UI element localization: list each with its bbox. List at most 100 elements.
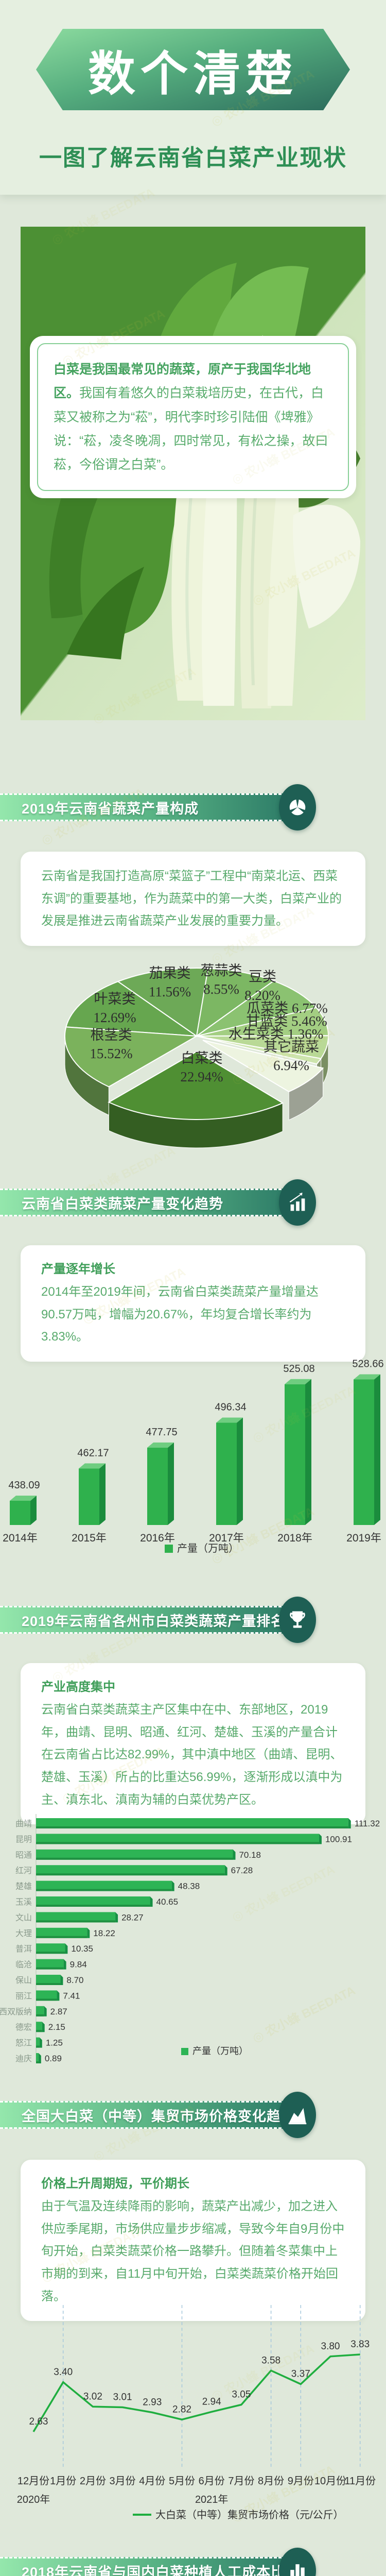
section-title: 云南省白菜类蔬菜产量变化趋势 (22, 1196, 223, 1212)
ranking-card-title: 产业高度集中 (41, 1680, 115, 1694)
area-chart-icon (288, 2108, 307, 2125)
trend-card: 产量逐年增长 2014年至2019年间，云南省白菜类蔬菜产量增量达90.57万吨… (21, 1245, 365, 1362)
svg-text:大理: 大理 (15, 1929, 32, 1938)
svg-text:白菜类: 白菜类 (181, 1050, 223, 1066)
price-trend-line-chart: 2.63 3.40 3.02 3.01 2.93 2.82 2.94 3.05 3.58 3.37… (0, 2298, 386, 2524)
svg-text:甘蓝类 5.46%: 甘蓝类 5.46% (246, 1013, 327, 1029)
pie-chart-icon (289, 799, 306, 816)
svg-text:2.63: 2.63 (29, 2416, 48, 2427)
production-trend-bar-chart: 438.09 2014年 462.17 2015年 477.75 2016年 496.34 2… (0, 1355, 386, 1566)
section-title: 2019年云南省蔬菜产量构成 (22, 801, 199, 817)
svg-text:11.56%: 11.56% (149, 984, 191, 999)
svg-text:2021年: 2021年 (195, 2494, 229, 2505)
svg-text:2018年: 2018年 (277, 1532, 312, 1544)
svg-text:10月份: 10月份 (314, 2475, 346, 2487)
section-title: 2019年云南省各州市白菜类蔬菜产量排名 (22, 1613, 286, 1629)
svg-text:2016年: 2016年 (140, 1532, 175, 1544)
section-header-composition: 2019年云南省蔬菜产量构成 (0, 793, 286, 821)
svg-text:100.91: 100.91 (325, 1834, 352, 1844)
svg-text:3.80: 3.80 (321, 2341, 340, 2352)
svg-text:2014年: 2014年 (3, 1532, 38, 1544)
svg-text:曲靖: 曲靖 (15, 1819, 32, 1828)
svg-text:产量（万吨）: 产量（万吨） (177, 1543, 239, 1554)
svg-text:15.52%: 15.52% (90, 1046, 132, 1061)
svg-text:豆类: 豆类 (249, 969, 276, 985)
svg-text:迪庆: 迪庆 (15, 2054, 32, 2063)
svg-text:40.65: 40.65 (156, 1897, 179, 1907)
svg-text:9月份: 9月份 (288, 2475, 314, 2487)
svg-text:3.40: 3.40 (54, 2367, 73, 2378)
intro-text: 白菜是我国最常见的蔬菜，原产于我国华北地区。我国有着悠久的白菜栽培历史，在古代，… (37, 343, 349, 492)
svg-text:6月份: 6月份 (199, 2475, 225, 2487)
svg-text:德宏: 德宏 (15, 2023, 32, 2032)
svg-text:6.94%: 6.94% (273, 1058, 309, 1073)
composition-card-text: 云南省是我国打造高原“菜篮子”工程中“南菜北运、西菜东调”的重要基地，作为蔬菜中… (41, 869, 342, 928)
svg-text:12月份: 12月份 (17, 2475, 49, 2487)
svg-text:3.37: 3.37 (291, 2369, 310, 2380)
svg-text:2019年: 2019年 (346, 1532, 381, 1544)
svg-text:3.01: 3.01 (113, 2392, 132, 2403)
svg-text:葱蒜类: 葱蒜类 (201, 963, 242, 978)
svg-text:7.41: 7.41 (63, 1991, 80, 2001)
ranking-card: 产业高度集中 云南省白菜类蔬菜主产区集中在中、东部地区，2019年，曲靖、昆明、… (21, 1663, 365, 1825)
svg-text:11月份: 11月份 (344, 2475, 376, 2487)
svg-text:7月份: 7月份 (228, 2475, 254, 2487)
trophy-icon (290, 1611, 305, 1628)
svg-text:8.70: 8.70 (66, 1975, 83, 1985)
svg-text:西双版纳: 西双版纳 (0, 2007, 32, 2016)
intro-text-bold: 白菜是我国最常见的蔬菜，原产于我国华北地区。 (54, 362, 311, 401)
header-zone: 数个清楚 一图了解云南省白菜产业现状 (0, 0, 386, 195)
svg-text:1月份: 1月份 (50, 2475, 76, 2487)
svg-text:28.27: 28.27 (121, 1912, 144, 1922)
svg-text:2.15: 2.15 (48, 2022, 65, 2032)
svg-text:2020年: 2020年 (17, 2494, 50, 2505)
main-title-banner: 数个清楚 (36, 29, 350, 110)
section-title: 2018年云南省与国内白菜种植人工成本比较 (22, 2564, 300, 2576)
price-card-title: 价格上升周期短，平价期长 (41, 2177, 189, 2191)
svg-text:产量（万吨）: 产量（万吨） (192, 2046, 248, 2056)
svg-text:70.18: 70.18 (239, 1850, 261, 1860)
svg-text:438.09: 438.09 (8, 1480, 40, 1491)
svg-text:2.94: 2.94 (202, 2396, 221, 2407)
svg-text:528.66: 528.66 (352, 1358, 383, 1369)
svg-text:3.05: 3.05 (232, 2389, 251, 2400)
section-badge-5 (279, 2548, 316, 2576)
svg-text:462.17: 462.17 (77, 1447, 109, 1459)
svg-text:67.28: 67.28 (231, 1866, 253, 1875)
svg-text:临沧: 临沧 (15, 1960, 32, 1970)
svg-text:其它蔬菜: 其它蔬菜 (264, 1039, 319, 1055)
section-badge-2 (279, 1179, 316, 1226)
svg-text:1.25: 1.25 (46, 2038, 63, 2048)
svg-text:3.58: 3.58 (261, 2355, 280, 2366)
svg-text:8月份: 8月份 (258, 2475, 284, 2487)
svg-text:2.93: 2.93 (143, 2397, 162, 2408)
svg-text:玉溪: 玉溪 (15, 1897, 32, 1907)
svg-text:0.89: 0.89 (45, 2054, 62, 2063)
page-subtitle: 一图了解云南省白菜产业现状 (39, 145, 347, 171)
svg-text:昆明: 昆明 (15, 1835, 32, 1844)
svg-text:477.75: 477.75 (146, 1427, 177, 1438)
trend-card-text: 2014年至2019年间，云南省白菜类蔬菜产量增量达90.57万吨，增幅为20.… (41, 1285, 319, 1344)
svg-text:2017年: 2017年 (209, 1532, 244, 1544)
svg-text:3.02: 3.02 (83, 2391, 102, 2402)
vegetable-composition-pie-chart: 叶菜类 12.69% 茄果类 11.56% 葱蒜类 8.55% 豆类 8.20% 瓜菜类 6.7… (0, 951, 386, 1188)
section-badge-4 (279, 2092, 316, 2138)
ranking-card-text: 云南省白菜类蔬菜主产区集中在中、东部地区，2019年，曲靖、昆明、昭通、红河、楚… (41, 1703, 343, 1807)
svg-text:8.55%: 8.55% (203, 981, 239, 997)
svg-text:2015年: 2015年 (72, 1532, 107, 1544)
svg-text:8.20%: 8.20% (244, 988, 280, 1003)
page-title: 数个清楚 (87, 47, 298, 100)
svg-text:3.83: 3.83 (350, 2339, 370, 2350)
section-header-ranking: 2019年云南省各州市白菜类蔬菜产量排名 (0, 1606, 286, 1634)
trend-card-title: 产量逐年增长 (41, 1262, 115, 1276)
intro-text-rest: 我国有着悠久的白菜栽培历史，在古代，白菜又被称之为“菘”，明代李时珍引陆佃《埤雅… (54, 386, 328, 472)
section-header-trend: 云南省白菜类蔬菜产量变化趋势 (0, 1189, 286, 1216)
price-card-text: 由于气温及连续降雨的影响，蔬菜产出减少，加之进入供应季尾期，市场供应量步步缩减，… (41, 2199, 345, 2303)
city-ranking-bar-chart: 曲靖 111.32 昆明 100.91 昭通 70.18 红河 67.28 楚雄 48.38 玉溪 4… (0, 1811, 386, 2069)
svg-text:2月份: 2月份 (80, 2475, 106, 2487)
section-header-price: 全国大白菜（中等）集贸市场价格变化趋势 (0, 2101, 295, 2129)
intro-card: 白菜是我国最常见的蔬菜，原产于我国华北地区。我国有着悠久的白菜栽培历史，在古代，… (30, 336, 356, 499)
section-badge-1 (279, 784, 316, 831)
svg-text:12.69%: 12.69% (93, 1010, 136, 1025)
